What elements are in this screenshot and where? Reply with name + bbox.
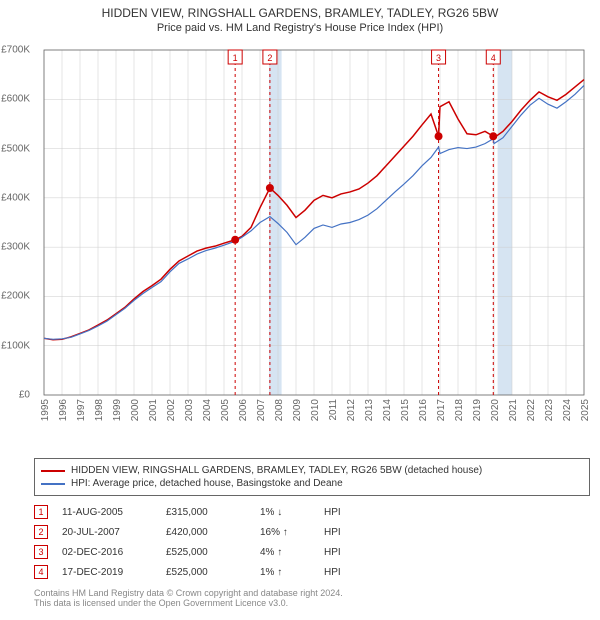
marker-change: 1% ↓ xyxy=(260,507,310,518)
x-tick-label: 2025 xyxy=(580,399,591,421)
chart-header: HIDDEN VIEW, RINGSHALL GARDENS, BRAMLEY,… xyxy=(0,0,600,36)
x-tick-label: 2010 xyxy=(310,399,321,421)
x-tick-label: 2015 xyxy=(400,399,411,421)
y-tick-label: £500K xyxy=(0,143,30,154)
y-tick-label: £200K xyxy=(0,291,30,302)
y-tick-label: £400K xyxy=(0,192,30,203)
marker-vs: HPI xyxy=(324,527,341,538)
x-tick-label: 2013 xyxy=(364,399,375,421)
footer-line-2: This data is licensed under the Open Gov… xyxy=(34,598,590,608)
x-tick-label: 2004 xyxy=(202,399,213,421)
x-tick-label: 2019 xyxy=(472,399,483,421)
x-tick-label: 2020 xyxy=(490,399,501,421)
marker-row: 3 02-DEC-2016 £525,000 4% ↑ HPI xyxy=(34,542,590,562)
x-tick-label: 2008 xyxy=(274,399,285,421)
marker-change: 4% ↑ xyxy=(260,547,310,558)
y-tick-label: £300K xyxy=(0,242,30,253)
marker-date: 02-DEC-2016 xyxy=(62,547,152,558)
marker-price: £525,000 xyxy=(166,567,246,578)
marker-number-box: 3 xyxy=(34,545,48,559)
x-tick-label: 2022 xyxy=(526,399,537,421)
footer-line-1: Contains HM Land Registry data © Crown c… xyxy=(34,588,590,598)
svg-text:1: 1 xyxy=(233,53,238,63)
y-tick-label: £100K xyxy=(0,340,30,351)
legend-swatch xyxy=(41,483,65,485)
chart-plot: 1 2 3 4 xyxy=(34,40,594,420)
x-tick-label: 2001 xyxy=(148,399,159,421)
marker-vs: HPI xyxy=(324,507,341,518)
legend-row: HIDDEN VIEW, RINGSHALL GARDENS, BRAMLEY,… xyxy=(41,465,583,476)
x-tick-label: 2009 xyxy=(292,399,303,421)
marker-vs: HPI xyxy=(324,547,341,558)
svg-text:4: 4 xyxy=(491,53,496,63)
marker-change: 16% ↑ xyxy=(260,527,310,538)
x-tick-label: 2021 xyxy=(508,399,519,421)
legend-swatch xyxy=(41,470,65,472)
x-tick-label: 2012 xyxy=(346,399,357,421)
marker-date: 11-AUG-2005 xyxy=(62,507,152,518)
svg-text:3: 3 xyxy=(436,53,441,63)
marker-price: £420,000 xyxy=(166,527,246,538)
x-tick-label: 2014 xyxy=(382,399,393,421)
marker-date: 20-JUL-2007 xyxy=(62,527,152,538)
marker-vs: HPI xyxy=(324,567,341,578)
x-tick-label: 2011 xyxy=(328,399,339,421)
marker-number-box: 4 xyxy=(34,565,48,579)
marker-number-box: 1 xyxy=(34,505,48,519)
legend: HIDDEN VIEW, RINGSHALL GARDENS, BRAMLEY,… xyxy=(34,458,590,496)
x-tick-label: 2017 xyxy=(436,399,447,421)
legend-label: HPI: Average price, detached house, Basi… xyxy=(71,478,343,489)
x-tick-label: 1998 xyxy=(94,399,105,421)
x-tick-label: 2006 xyxy=(238,399,249,421)
x-tick-label: 1999 xyxy=(112,399,123,421)
chart-area: 1234 £0£100K£200K£300K£400K£500K£600K£70… xyxy=(34,40,594,420)
x-tick-label: 2023 xyxy=(544,399,555,421)
svg-text:2: 2 xyxy=(267,53,272,63)
x-tick-label: 1997 xyxy=(76,399,87,421)
marker-price: £525,000 xyxy=(166,547,246,558)
x-tick-label: 2005 xyxy=(220,399,231,421)
marker-row: 1 11-AUG-2005 £315,000 1% ↓ HPI xyxy=(34,502,590,522)
x-tick-label: 1995 xyxy=(40,399,51,421)
x-tick-label: 2002 xyxy=(166,399,177,421)
marker-number-box: 2 xyxy=(34,525,48,539)
x-tick-label: 1996 xyxy=(58,399,69,421)
marker-row: 2 20-JUL-2007 £420,000 16% ↑ HPI xyxy=(34,522,590,542)
y-tick-label: £600K xyxy=(0,94,30,105)
chart-footer: Contains HM Land Registry data © Crown c… xyxy=(34,588,590,608)
marker-row: 4 17-DEC-2019 £525,000 1% ↑ HPI xyxy=(34,562,590,582)
x-tick-label: 2007 xyxy=(256,399,267,421)
legend-row: HPI: Average price, detached house, Basi… xyxy=(41,478,583,489)
x-tick-label: 2003 xyxy=(184,399,195,421)
chart-title: HIDDEN VIEW, RINGSHALL GARDENS, BRAMLEY,… xyxy=(0,6,600,20)
y-tick-label: £0 xyxy=(0,390,30,401)
x-tick-label: 2024 xyxy=(562,399,573,421)
chart-subtitle: Price paid vs. HM Land Registry's House … xyxy=(0,22,600,34)
x-tick-label: 2016 xyxy=(418,399,429,421)
markers-table: 1 11-AUG-2005 £315,000 1% ↓ HPI 2 20-JUL-2007 £… xyxy=(34,502,590,582)
legend-label: HIDDEN VIEW, RINGSHALL GARDENS, BRAMLEY,… xyxy=(71,465,482,476)
marker-price: £315,000 xyxy=(166,507,246,518)
x-tick-label: 2018 xyxy=(454,399,465,421)
marker-date: 17-DEC-2019 xyxy=(62,567,152,578)
marker-change: 1% ↑ xyxy=(260,567,310,578)
y-tick-label: £700K xyxy=(0,45,30,56)
x-tick-label: 2000 xyxy=(130,399,141,421)
